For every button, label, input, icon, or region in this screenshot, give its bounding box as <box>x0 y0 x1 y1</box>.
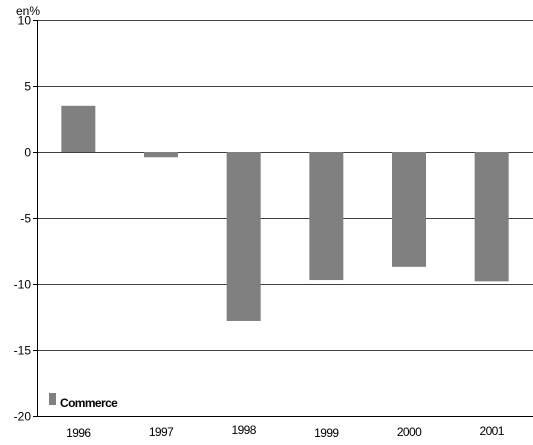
x-tick-label: 2000 <box>397 425 422 439</box>
y-axis-ticks: 10 5 0 -5 -10 -15 -20 <box>14 14 37 424</box>
bars <box>61 105 509 321</box>
gridlines <box>37 20 533 351</box>
bar-2000 <box>392 152 426 267</box>
x-tick-label: 1996 <box>66 426 91 440</box>
bar-1996 <box>61 105 96 152</box>
legend: Commerce <box>49 393 119 410</box>
x-tick-label: 1998 <box>232 423 257 437</box>
axes <box>37 20 533 417</box>
x-axis-ticks: 1996 1997 1998 1999 2000 2001 <box>66 423 505 440</box>
y-tick-label: -20 <box>14 410 32 424</box>
y-tick-label: -15 <box>14 344 32 358</box>
x-tick-label: 1997 <box>149 425 174 439</box>
legend-label-commerce: Commerce <box>60 396 118 410</box>
x-tick-label: 2001 <box>480 424 505 438</box>
bar-2001 <box>474 152 509 282</box>
y-unit-label: en% <box>16 4 40 18</box>
bar-1999 <box>309 152 344 281</box>
y-tick-label: 0 <box>24 146 31 160</box>
x-tick-label: 1999 <box>314 426 339 440</box>
y-tick-label: 5 <box>24 80 31 94</box>
bar-1997 <box>144 152 178 158</box>
legend-swatch-commerce <box>49 393 56 405</box>
y-tick-label: 10 <box>18 14 32 28</box>
y-tick-label: -10 <box>14 278 32 292</box>
bar-1998 <box>226 152 261 321</box>
y-tick-label: -5 <box>20 212 31 226</box>
